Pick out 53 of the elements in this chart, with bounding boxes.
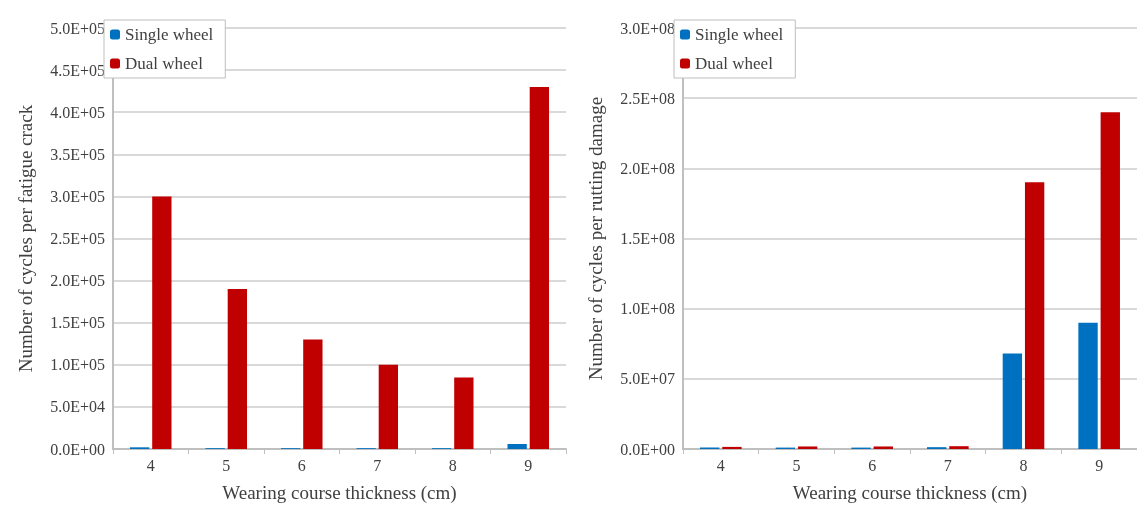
x-tick-label: 5 (792, 456, 801, 474)
y-tick-label: 3.0E+05 (50, 187, 105, 205)
y-tick-label: 4.0E+05 (50, 103, 105, 121)
y-tick-label: 1.5E+08 (620, 230, 675, 247)
y-tick-label: 1.0E+05 (50, 356, 105, 374)
x-tick-label: 6 (868, 456, 877, 474)
x-tick-label: 8 (448, 456, 457, 474)
y-tick-label: 1.5E+05 (50, 314, 105, 332)
y-tick-label: 2.0E+08 (620, 159, 675, 177)
bar (1100, 112, 1120, 449)
x-tick-label: 4 (716, 456, 725, 474)
y-tick-label: 2.5E+05 (50, 230, 105, 247)
legend-label: Single wheel (125, 25, 214, 44)
y-tick-label: 2.0E+05 (50, 272, 105, 290)
legend-label: Dual wheel (125, 54, 204, 73)
x-tick-label: 8 (1019, 456, 1028, 474)
legend-label: Single wheel (695, 25, 784, 44)
bar (797, 446, 818, 449)
x-tick-label: 7 (373, 456, 382, 474)
bar (454, 377, 474, 449)
y-tick-label: 5.0E+04 (50, 398, 105, 416)
bar (1078, 322, 1098, 449)
bar (529, 86, 550, 449)
y-tick-label: 3.5E+05 (50, 145, 105, 163)
y-tick-label: 5.0E+05 (50, 19, 105, 37)
y-tick-label: 0.0E+00 (620, 440, 675, 458)
y-axis-title: Number of cycles per fatigue crack (15, 104, 36, 373)
y-tick-label: 2.5E+08 (620, 89, 675, 107)
bar (1002, 353, 1023, 449)
x-tick-label: 5 (222, 456, 231, 474)
x-axis-title: Wearing course thickness (cm) (792, 482, 1028, 504)
x-tick-label: 9 (524, 456, 533, 474)
y-axis-title: Number of cycles per rutting damage (585, 96, 606, 381)
y-tick-label: 0.0E+00 (50, 440, 105, 458)
x-tick-label: 4 (146, 456, 155, 474)
bar (722, 446, 742, 449)
legend-label: Dual wheel (695, 54, 774, 73)
bar (227, 289, 248, 449)
x-axis-title: Wearing course thickness (cm) (222, 482, 457, 504)
bar (507, 443, 527, 449)
y-tick-label: 1.0E+08 (620, 300, 675, 318)
y-tick-label: 5.0E+07 (620, 370, 675, 388)
bar (1024, 182, 1045, 449)
x-tick-label: 6 (297, 456, 306, 474)
y-tick-label: 3.0E+08 (620, 19, 675, 37)
x-tick-label: 7 (943, 456, 952, 474)
bar (378, 364, 399, 449)
y-tick-label: 4.5E+05 (50, 61, 105, 79)
bar (152, 196, 172, 449)
bar (873, 446, 893, 449)
x-tick-label: 9 (1095, 456, 1104, 474)
bar (303, 339, 323, 449)
bar (949, 446, 969, 449)
